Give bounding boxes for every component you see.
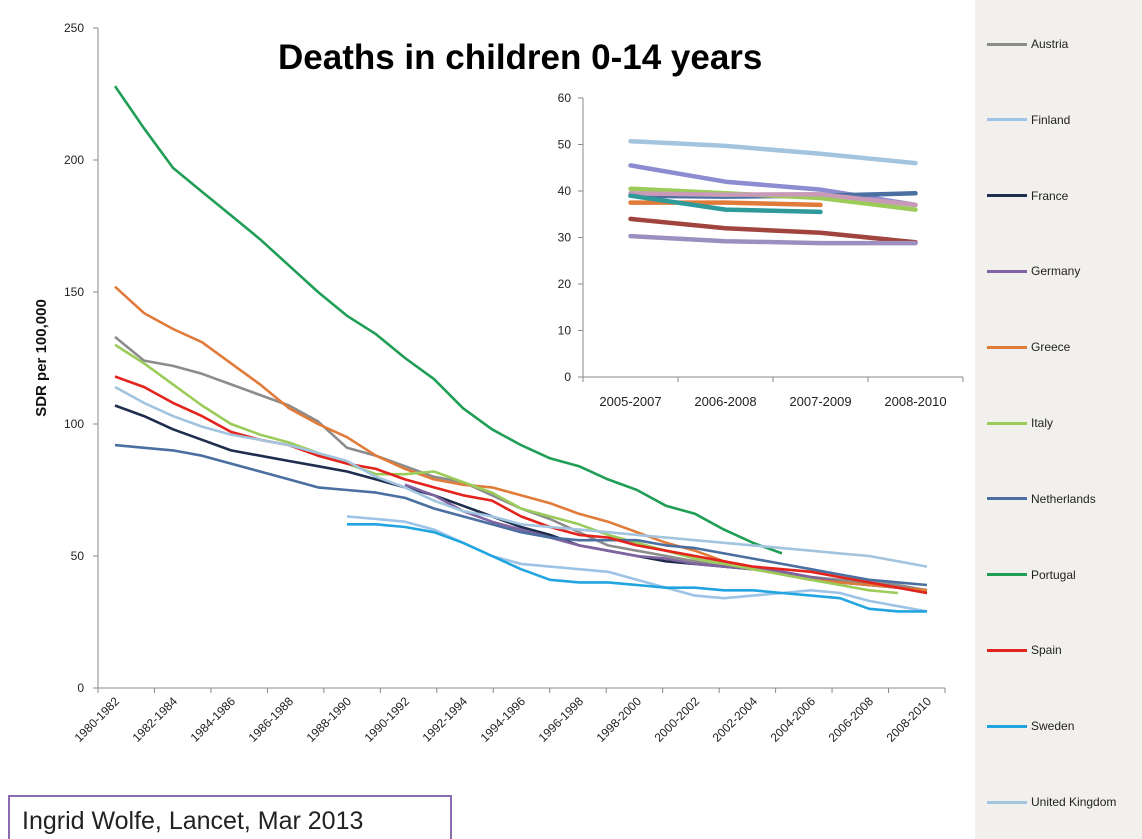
legend-item-germany: Germany: [975, 261, 1080, 281]
legend-item-spain: Spain: [975, 640, 1062, 660]
inset-y-tick-label: 50: [558, 138, 572, 152]
legend-swatch: [987, 194, 1027, 197]
legend-item-italy: Italy: [975, 413, 1053, 433]
legend-label: Finland: [1031, 113, 1070, 127]
legend-label: Germany: [1031, 264, 1080, 278]
x-tick-label: 2006-2008: [826, 694, 877, 745]
inset-y-tick-label: 20: [558, 277, 572, 291]
legend-item-united-kingdom: United Kingdom: [975, 792, 1116, 812]
legend-item-finland: Finland: [975, 110, 1070, 130]
legend-swatch: [987, 497, 1027, 500]
legend-label: France: [1031, 189, 1068, 203]
chart-title: Deaths in children 0-14 years: [278, 38, 762, 78]
inset-x-tick-label: 2005-2007: [599, 394, 661, 409]
legend-label: Sweden: [1031, 719, 1074, 733]
y-tick-label: 150: [64, 285, 84, 299]
legend-swatch: [987, 43, 1027, 46]
x-tick-label: 1986-1988: [246, 694, 297, 745]
y-tick-label: 250: [64, 21, 84, 35]
inset-background: [543, 84, 975, 413]
legend-item-france: France: [975, 186, 1068, 206]
legend-item-sweden: Sweden: [975, 716, 1074, 736]
legend-item-greece: Greece: [975, 337, 1070, 357]
inset-y-tick-label: 10: [558, 324, 572, 338]
x-tick-label: 1992-1994: [420, 694, 471, 745]
legend-label: Portugal: [1031, 568, 1076, 582]
inset-x-tick-label: 2008-2010: [884, 394, 946, 409]
inset-line-chart: 0 10 20 30 40 50 60 2005-2007 2006-2008 2007-2009…: [543, 84, 975, 413]
legend-swatch: [987, 573, 1027, 576]
x-tick-label: 1998-2000: [594, 694, 645, 745]
inset-y-tick-label: 40: [558, 184, 572, 198]
x-tick-label: 1984-1986: [188, 694, 239, 745]
legend-swatch: [987, 346, 1027, 349]
series-line-united-kingdom: [115, 387, 927, 567]
legend-label: Spain: [1031, 643, 1062, 657]
inset-y-tick-label: 60: [558, 91, 572, 105]
x-tick-label: 1990-1992: [362, 694, 413, 745]
y-axis-label: SDR per 100,000: [33, 299, 50, 417]
legend-swatch: [987, 422, 1027, 425]
legend-item-austria: Austria: [975, 34, 1068, 54]
inset-y-tick-label: 0: [564, 370, 571, 384]
x-tick-label: 2004-2006: [768, 694, 819, 745]
x-tick-label: 2002-2004: [710, 694, 761, 745]
y-tick-label: 0: [77, 681, 84, 695]
x-tick-label: 2000-2002: [652, 694, 703, 745]
legend-label: Austria: [1031, 37, 1068, 51]
legend-label: Greece: [1031, 340, 1070, 354]
y-tick-label: 200: [64, 153, 84, 167]
legend-label: United Kingdom: [1031, 795, 1116, 809]
legend-item-portugal: Portugal: [975, 565, 1076, 585]
legend-swatch: [987, 270, 1027, 273]
legend-swatch: [987, 118, 1027, 121]
legend-label: Italy: [1031, 416, 1053, 430]
x-tick-label: 1988-1990: [304, 694, 355, 745]
y-tick-label: 50: [71, 549, 85, 563]
legend-swatch: [987, 801, 1027, 804]
x-tick-label: 1994-1996: [478, 694, 529, 745]
citation-box: Ingrid Wolfe, Lancet, Mar 2013: [8, 795, 452, 839]
inset-y-tick-label: 30: [558, 231, 572, 245]
legend-label: Netherlands: [1031, 492, 1096, 506]
inset-x-tick-label: 2007-2009: [789, 394, 851, 409]
x-tick-label: 1996-1998: [536, 694, 587, 745]
x-tick-label: 2008-2010: [884, 694, 935, 745]
y-tick-label: 100: [64, 417, 84, 431]
inset-x-tick-label: 2006-2008: [694, 394, 756, 409]
series-line-sweden: [347, 524, 927, 611]
inset-series-line-6: [631, 203, 821, 205]
legend-swatch: [987, 649, 1027, 652]
x-tick-label: 1980-1982: [72, 694, 123, 745]
chart-legend: Austria Finland France Germany Greece Italy Ne…: [975, 0, 1142, 839]
legend-item-netherlands: Netherlands: [975, 489, 1096, 509]
x-tick-label: 1982-1984: [130, 694, 181, 745]
legend-swatch: [987, 725, 1027, 728]
